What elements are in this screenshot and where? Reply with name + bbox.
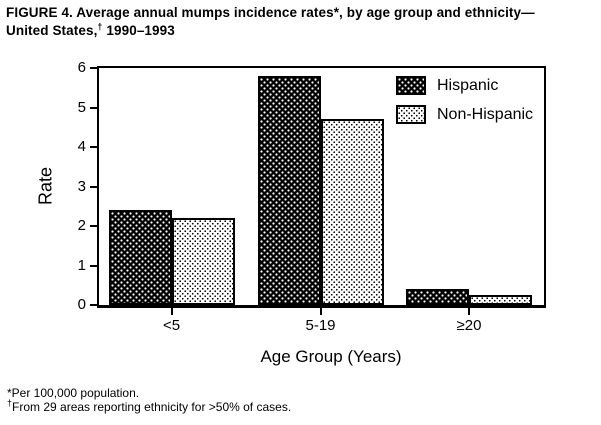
legend-item-hispanic: Hispanic [396, 76, 533, 95]
y-tick-label-5: 5 [77, 98, 86, 116]
bar-non-hispanic-20 [469, 295, 532, 305]
x-tick-mark-5 [170, 308, 173, 315]
y-tick-mark-3 [90, 185, 97, 188]
footnote-text-2: From 29 areas reporting ethnicity for >5… [12, 399, 292, 414]
bar-hispanic-20 [406, 289, 469, 305]
y-tick-mark-4 [90, 146, 97, 148]
x-tick-mark-20 [468, 308, 470, 315]
x-axis-label: Age Group (Years) [260, 347, 402, 366]
footnotes: *Per 100,000 population. †From 29 areas r… [7, 386, 292, 415]
bar-non-hispanic-5 [171, 218, 235, 305]
legend-swatch-non-hispanic [396, 105, 426, 124]
x-tick-mark-5-19 [319, 308, 322, 315]
y-tick-label-0: 0 [77, 296, 86, 313]
legend-swatch-hispanic [396, 76, 426, 95]
bar-non-hispanic-5-19 [320, 119, 384, 305]
plot-area: Hispanic Non-Hispanic 0 1 2 3 4 5 6 <5 5-19 ≥20 [78, 59, 546, 334]
dagger-symbol: † [97, 21, 103, 31]
figure-title-line-2: United States,† 1990–1993 [6, 22, 598, 40]
legend: Hispanic Non-Hispanic [396, 76, 533, 124]
bar-hispanic-5 [108, 210, 172, 305]
y-tick-label-1: 1 [77, 256, 86, 274]
y-tick-label-2: 2 [77, 217, 86, 234]
y-tick-mark-5 [90, 106, 97, 109]
figure-title: FIGURE 4. Average annual mumps incidence… [6, 4, 598, 39]
footnote-1: *Per 100,000 population. [7, 386, 291, 401]
y-tick-label-4: 4 [77, 138, 86, 155]
y-tick-mark-1 [90, 264, 97, 267]
figure-title-line-2-years: 1990–1993 [102, 22, 175, 38]
bar-hispanic-5-19 [257, 76, 321, 305]
y-tick-label-6: 6 [77, 59, 86, 76]
x-tick-label-5-19: 5-19 [305, 317, 336, 334]
footnote-marker-2: † [7, 397, 13, 408]
legend-item-non-hispanic: Non-Hispanic [396, 105, 533, 124]
x-tick-label-5: <5 [162, 317, 181, 334]
figure-title-line-1: FIGURE 4. Average annual mumps incidence… [6, 5, 535, 20]
legend-label-non-hispanic: Non-Hispanic [437, 106, 534, 123]
y-tick-mark-6 [90, 67, 97, 69]
y-tick-mark-0 [90, 304, 97, 306]
footnote-marker-1: * [7, 386, 12, 400]
figure-title-line-2-text: United States, [6, 22, 98, 38]
y-tick-label-3: 3 [77, 177, 86, 195]
legend-label-hispanic: Hispanic [437, 77, 499, 94]
x-tick-label-20: ≥20 [456, 317, 482, 334]
footnote-2: †From 29 areas reporting ethnicity for >… [7, 397, 292, 415]
footnote-text-1: Per 100,000 population. [11, 386, 140, 400]
y-tick-mark-2 [90, 225, 97, 227]
